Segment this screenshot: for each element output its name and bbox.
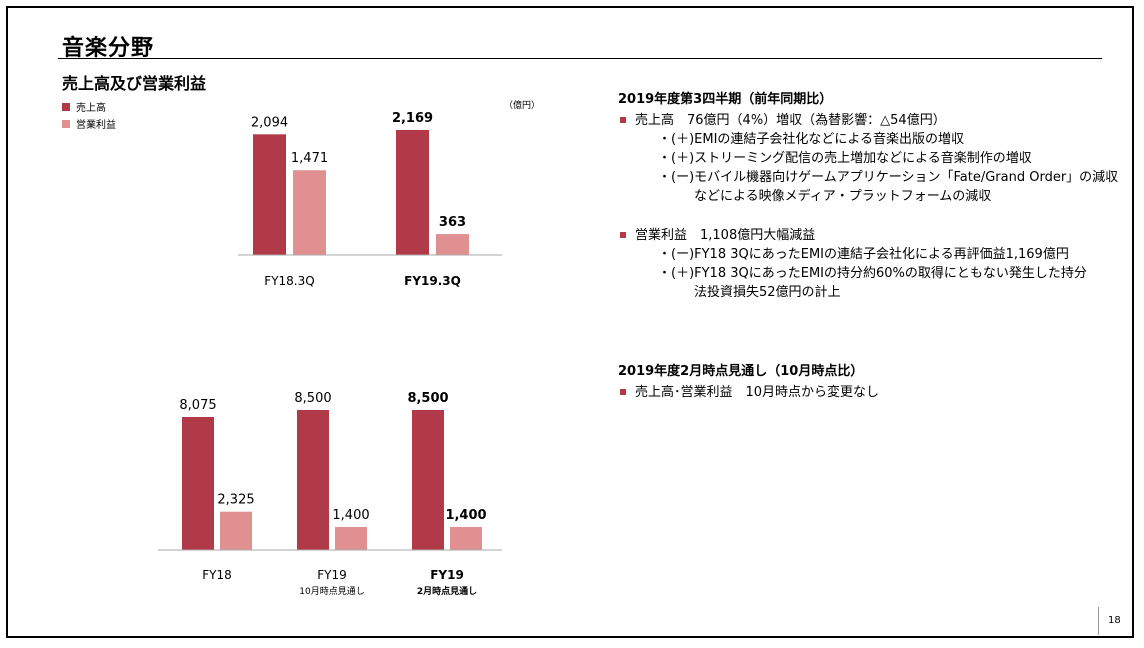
sub-item: ・(＋)EMIの連結子会社化などによる音楽出版の増収	[658, 132, 965, 147]
sub-item-continuation: 法投資損失52億円の計上	[694, 285, 841, 300]
bullet-forecast-text: 売上高･営業利益 10月時点から変更なし	[635, 385, 880, 400]
bullet-operating-income-text: 営業利益 1,108億円大幅減益	[635, 228, 816, 243]
slide-frame	[6, 6, 1134, 638]
chart-quarterly: 2,094 2,169 1,471 363 FY18.3Q FY19.3Q	[238, 111, 502, 288]
data-label: 1,400	[332, 508, 369, 523]
data-label: 363	[439, 215, 466, 230]
page-subtitle: 売上高及び営業利益	[62, 74, 207, 93]
bullet-forecast: 売上高･営業利益 10月時点から変更なし	[618, 383, 879, 402]
section-forecast: 2019年度2月時点見通し（10月時点比） 売上高･営業利益 10月時点から変更…	[618, 362, 879, 402]
bar-profit	[450, 526, 482, 550]
category-label: FY19.3Q	[404, 274, 461, 288]
bullet-square-icon	[620, 117, 626, 123]
bullet-operating-income: 営業利益 1,108億円大幅減益	[618, 226, 1118, 245]
bullet-square-icon	[620, 389, 626, 395]
sub-item-continuation: などによる映像メディア・プラットフォームの減収	[694, 189, 992, 204]
category-label: FY19	[317, 568, 347, 582]
legend-item-profit: 営業利益	[62, 115, 116, 132]
category-sublabel: 2月時点見通し	[417, 585, 477, 597]
chart-annual-forecast: 8,075 8,500 8,500 2,325 1,400 1,400 FY18 FY19 10…	[158, 391, 502, 597]
data-label: 1,400	[445, 508, 486, 523]
category-label: FY19	[430, 568, 464, 582]
sub-item: ・(ー)モバイル機器向けゲームアプリケーション「Fate/Grand Order…	[658, 170, 1119, 185]
legend-item-sales: 売上高	[62, 98, 116, 115]
bar-sales	[396, 130, 429, 255]
category-sublabel: 10月時点見通し	[299, 586, 364, 597]
section-q3-heading: 2019年度第3四半期（前年同期比）	[618, 92, 833, 107]
data-label: 2,325	[217, 493, 254, 508]
page-number: 18	[1098, 607, 1121, 635]
category-label: FY18.3Q	[264, 274, 314, 288]
title-divider	[58, 58, 1102, 59]
data-label: 1,471	[291, 151, 328, 166]
sub-item: ・(＋)FY18 3QにあったEMIの持分約60%の取得にともない発生した持分	[658, 266, 1087, 281]
section-forecast-heading: 2019年度2月時点見通し（10月時点比）	[618, 364, 864, 379]
bar-sales	[253, 134, 286, 255]
bar-profit	[436, 234, 469, 255]
sub-item: ・(ー)FY18 3QにあったEMIの連結子会社化による再評価益1,169億円	[658, 247, 1069, 262]
bar-sales	[297, 410, 329, 550]
data-label: 8,500	[407, 391, 448, 406]
legend-label-profit: 営業利益	[76, 120, 116, 131]
bullet-square-icon	[620, 232, 626, 238]
bar-profit	[220, 511, 252, 550]
section-q3-results: 2019年度第3四半期（前年同期比） 売上高 76億円（4%）増収（為替影響：△…	[618, 90, 1118, 302]
data-label: 2,094	[251, 115, 288, 130]
data-label: 8,075	[179, 398, 216, 413]
legend-label-sales: 売上高	[76, 103, 106, 114]
sub-item: ・(＋)ストリーミング配信の売上増加などによる音楽制作の増収	[658, 151, 1032, 166]
bar-sales	[182, 417, 214, 550]
bar-profit	[335, 526, 367, 550]
category-label: FY18	[202, 568, 232, 582]
unit-label: （億円）	[504, 101, 541, 111]
data-label: 8,500	[294, 391, 331, 406]
page-title: 音楽分野	[62, 36, 155, 61]
bullet-sales: 売上高 76億円（4%）増収（為替影響：△54億円）	[618, 111, 1118, 130]
bar-profit	[293, 170, 326, 255]
bullet-sales-text: 売上高 76億円（4%）増収（為替影響：△54億円）	[635, 113, 946, 128]
chart-legend: 売上高 営業利益	[62, 98, 116, 132]
bar-sales	[412, 410, 444, 550]
data-label: 2,169	[392, 111, 433, 126]
legend-swatch-profit	[62, 119, 70, 128]
legend-swatch-sales	[62, 102, 70, 111]
